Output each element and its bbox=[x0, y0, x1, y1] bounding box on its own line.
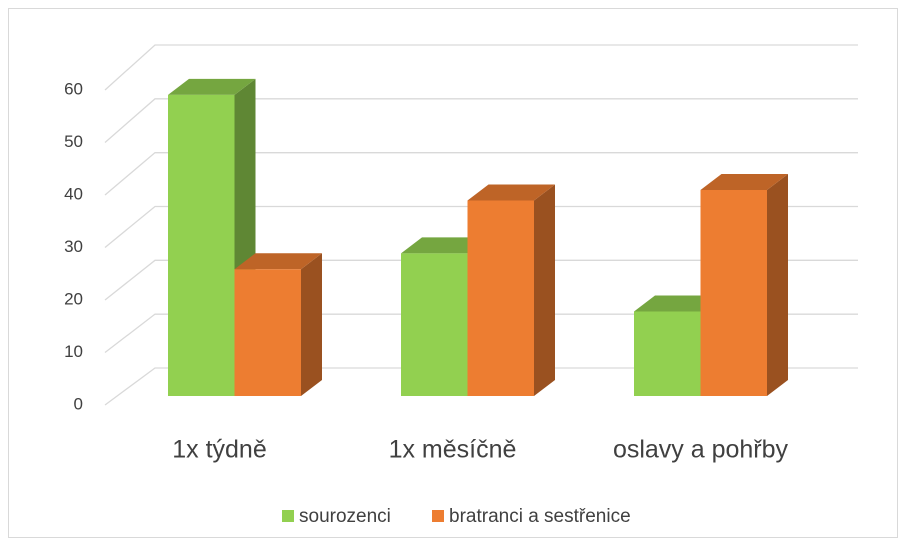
bar-top bbox=[234, 253, 322, 270]
grid-line bbox=[104, 205, 858, 249]
bar-side bbox=[767, 173, 788, 396]
bar-front bbox=[700, 189, 767, 396]
legend-label: bratranci a sestřenice bbox=[449, 506, 631, 527]
bar-front bbox=[401, 253, 468, 396]
legend-label: sourozenci bbox=[299, 506, 391, 527]
y-tick-label: 50 bbox=[64, 132, 83, 151]
bar-side bbox=[534, 184, 555, 396]
grid-line bbox=[104, 98, 858, 143]
bar-front bbox=[168, 94, 235, 396]
grid-line bbox=[104, 367, 858, 406]
bar bbox=[700, 173, 788, 396]
grid-line bbox=[104, 313, 858, 354]
grid-line bbox=[104, 152, 858, 196]
y-tick-label: 60 bbox=[64, 79, 83, 98]
y-tick-label: 30 bbox=[64, 237, 83, 256]
bar bbox=[234, 253, 322, 396]
y-tick-label: 0 bbox=[74, 394, 83, 413]
y-tick-label: 40 bbox=[64, 184, 83, 203]
x-tick-label: oslavy a pohřby bbox=[613, 436, 789, 464]
bar-front bbox=[467, 200, 534, 396]
y-tick-label: 10 bbox=[64, 342, 83, 361]
bar-top bbox=[401, 237, 489, 254]
bar-top bbox=[467, 184, 555, 201]
bar bbox=[467, 184, 555, 396]
bar-front bbox=[634, 311, 701, 396]
x-tick-label: 1x měsíčně bbox=[389, 436, 517, 464]
grid-line bbox=[104, 44, 858, 91]
legend-swatch bbox=[282, 510, 294, 522]
legend-swatch bbox=[432, 510, 444, 522]
bar-top bbox=[700, 173, 788, 190]
bar-top bbox=[168, 78, 256, 95]
bar-front bbox=[234, 269, 301, 396]
bar-side bbox=[301, 253, 322, 396]
bar-top bbox=[634, 295, 722, 312]
grid-line bbox=[104, 259, 858, 301]
y-tick-label: 20 bbox=[64, 289, 83, 308]
x-tick-label: 1x týdně bbox=[172, 436, 267, 464]
